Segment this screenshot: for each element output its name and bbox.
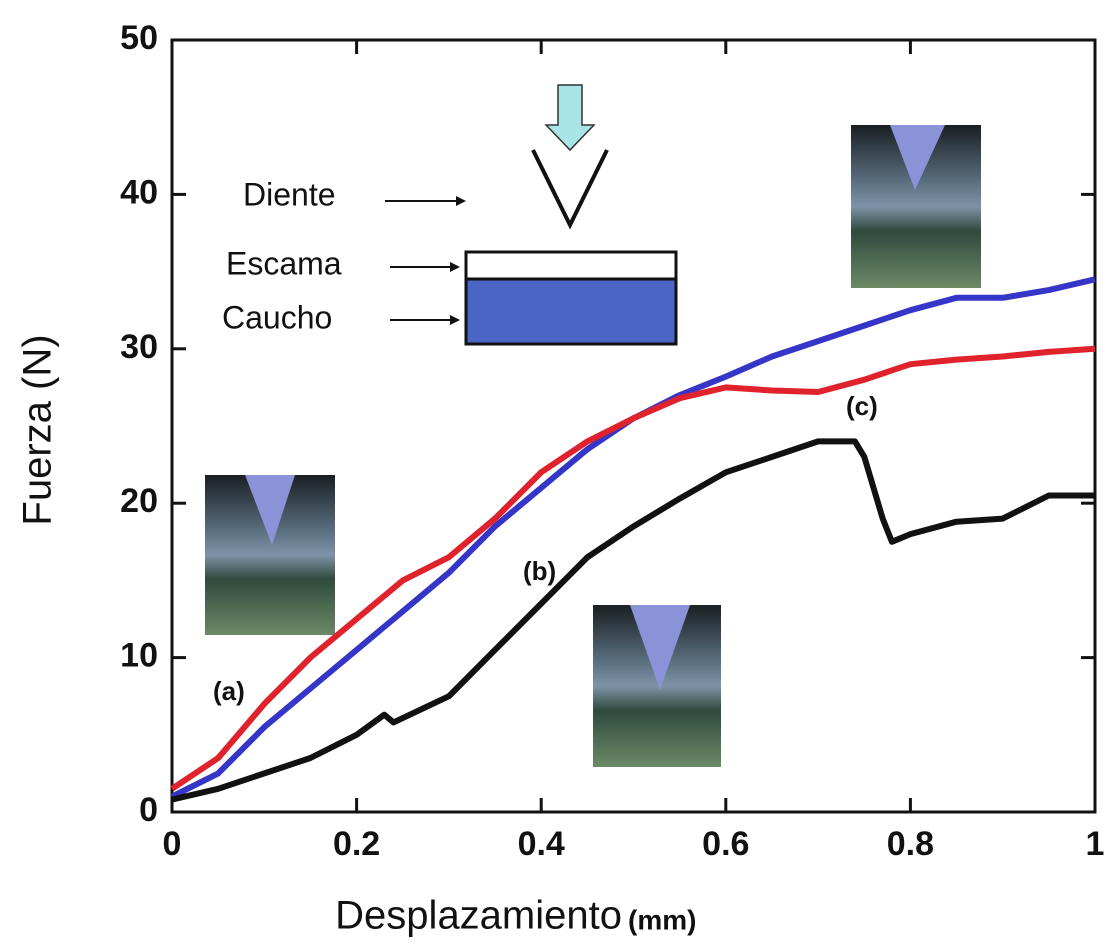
inset-diagram: Diente Escama Caucho <box>222 85 676 344</box>
annotation: (b) <box>523 556 556 586</box>
pointer-head <box>450 315 460 325</box>
diagram-label: Escama <box>226 245 342 281</box>
y-tick-label: 0 <box>139 791 158 829</box>
diagram-label: Caucho <box>222 299 332 335</box>
y-tick-label: 10 <box>120 637 158 675</box>
y-axis-label: Fuerza (N) <box>16 334 60 525</box>
x-tick-label: 0 <box>163 825 182 863</box>
x-axis-unit: (mm) <box>628 904 696 935</box>
force-arrow <box>546 85 594 150</box>
y-tick-label: 20 <box>120 482 158 520</box>
chart: Diente Escama Caucho (a) (b) (c) Fuerza … <box>0 0 1107 945</box>
annotation: (c) <box>846 391 878 421</box>
x-tick-label: 0.6 <box>702 825 749 863</box>
y-tick-label: 50 <box>120 19 158 57</box>
pointer-head <box>456 196 466 206</box>
tooth-shape <box>533 150 607 225</box>
annotation: (a) <box>213 676 245 706</box>
y-tick-label: 30 <box>120 328 158 366</box>
x-tick-label: 0.2 <box>333 825 380 863</box>
x-tick-label: 0.4 <box>518 825 565 863</box>
x-axis-label: Desplazamiento <box>335 894 622 938</box>
y-tick-label: 40 <box>120 173 158 211</box>
x-tick-label: 1 <box>1086 825 1105 863</box>
pointer-head <box>450 262 460 272</box>
rubber-layer <box>466 279 676 344</box>
x-tick-label: 0.8 <box>887 825 934 863</box>
scale-layer <box>466 252 676 279</box>
diagram-label: Diente <box>243 176 336 212</box>
